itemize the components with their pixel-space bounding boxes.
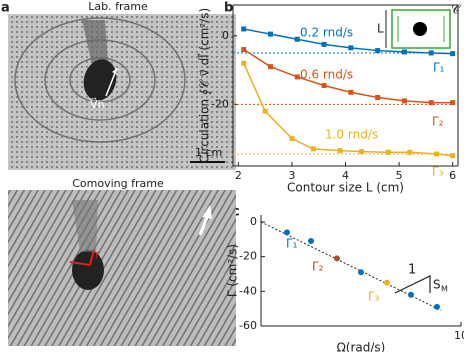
data-point <box>401 98 407 104</box>
data-point <box>434 151 440 157</box>
gamma-label: Γ <box>95 252 100 262</box>
x-tick-label: 4 <box>342 169 349 182</box>
x-tick-label: 5 <box>396 169 403 182</box>
gamma-label: Γ₂ <box>312 260 324 274</box>
data-point <box>241 26 247 32</box>
data-point <box>407 149 413 155</box>
data-point <box>262 108 268 114</box>
photo-title: Lab. frame <box>88 0 148 13</box>
x-tick-label: 2 <box>235 169 242 182</box>
gamma-label: Γ₃ <box>368 290 380 304</box>
data-point <box>308 238 314 245</box>
inset-box <box>391 9 451 49</box>
data-point <box>241 47 247 53</box>
data-point <box>408 291 414 298</box>
y-tick-label: 0 <box>250 215 257 228</box>
series-line <box>243 62 453 157</box>
data-point <box>348 89 354 95</box>
data-point <box>428 100 434 106</box>
data-point <box>385 149 391 155</box>
lab-photo <box>8 14 236 170</box>
y-tick-label: -60 <box>239 319 257 332</box>
data-point <box>375 94 381 100</box>
data-point <box>359 149 365 155</box>
data-point <box>337 148 343 154</box>
y-tick-label: -20 <box>239 250 257 263</box>
series-label: 0.6 rnd/s <box>300 68 353 82</box>
panel-letter: a <box>1 1 10 16</box>
data-point <box>450 100 456 106</box>
data-point <box>434 303 440 310</box>
gamma-label: Γ₁ <box>433 61 445 75</box>
series-label: 0.2 rnd/s <box>300 26 353 40</box>
inset-obstacle <box>413 22 427 36</box>
slope-run: 1 <box>408 263 416 278</box>
data-point <box>289 136 295 142</box>
data-point <box>321 41 327 47</box>
data-point <box>334 255 340 262</box>
data-point <box>348 45 354 51</box>
series-label: 1.0 rnd/s <box>325 128 378 142</box>
scale-bar-label: 1 cm <box>195 146 222 159</box>
y-tick-label: -20 <box>211 97 229 110</box>
x-tick-label: 6 <box>449 169 456 182</box>
x-tick-label: 10 <box>454 329 464 342</box>
slope-triangle <box>394 275 431 294</box>
x-tick-label: 3 <box>288 169 295 182</box>
velocity-label: V⃗h <box>90 97 105 111</box>
fit-line <box>260 221 442 311</box>
y-tick-label: 0 <box>222 29 229 42</box>
data-point <box>401 49 407 55</box>
data-point <box>358 269 364 276</box>
data-point <box>241 60 247 66</box>
photo-title: Comoving frame <box>72 177 164 190</box>
data-point <box>384 279 390 286</box>
data-point <box>428 50 434 56</box>
y-tick-label: -40 <box>239 284 257 297</box>
gamma-label: Γ₁ <box>286 237 298 251</box>
x-axis-label: Contour size L (cm) <box>287 181 404 195</box>
comoving-photo <box>8 190 236 346</box>
panel-letter: b <box>224 1 233 16</box>
gamma-label: Γ₃ <box>432 165 444 179</box>
slope-label: M <box>441 285 448 294</box>
x-axis-label: Ω(rad/s) <box>337 341 386 352</box>
slope-label: S <box>433 278 441 292</box>
data-point <box>450 153 456 159</box>
data-point <box>310 146 316 152</box>
gamma-label: Γ₂ <box>432 115 444 129</box>
data-point <box>321 83 327 88</box>
inset-label: L <box>377 22 384 36</box>
inset-label: 𝒞 <box>451 3 461 17</box>
data-point <box>294 36 300 42</box>
data-point <box>284 229 290 236</box>
y-axis-label: Γ (cm²/s) <box>226 244 240 297</box>
data-point <box>268 31 273 37</box>
data-point <box>268 64 273 70</box>
data-point <box>375 48 381 54</box>
data-point <box>294 74 300 80</box>
data-point <box>450 51 456 57</box>
y-axis-label: Circulation ∮𝒞 v⃗.dl⃗ (cm²/s) <box>197 8 211 163</box>
